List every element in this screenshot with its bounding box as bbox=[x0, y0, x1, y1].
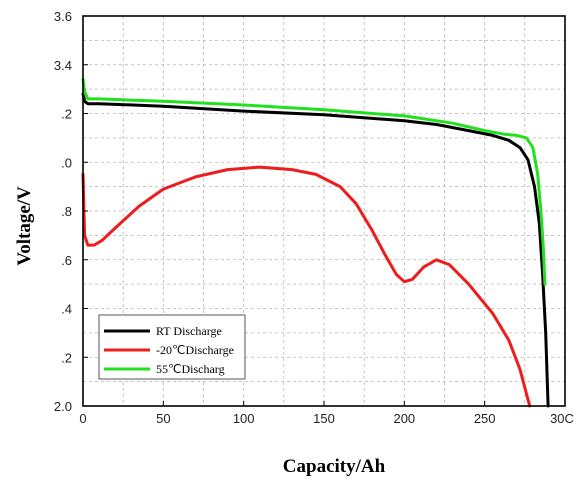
y-tick-label-6: .2 bbox=[61, 107, 72, 122]
y-tick-label-5: .0 bbox=[61, 155, 72, 170]
y-tick-label-2: .4 bbox=[61, 302, 72, 317]
x-tick-label-4: 200 bbox=[393, 411, 415, 426]
x-tick-label-2: 100 bbox=[233, 411, 255, 426]
y-tick-label-0: 2.0 bbox=[54, 399, 72, 414]
series-line-1 bbox=[81, 165, 532, 408]
series-line-2 bbox=[81, 77, 547, 286]
legend-label-2: 55℃Discharg bbox=[156, 362, 225, 376]
x-axis-title: Capacity/Ah bbox=[283, 456, 386, 477]
legend-label-0: RT Discharge bbox=[156, 324, 222, 338]
axis-ticks: 0 50 100 150 200 250 30C 2.0 .2 .4 .6 .8 .0 .2 3.4 3.6 bbox=[54, 9, 574, 426]
y-tick-label-3: .6 bbox=[61, 253, 72, 268]
y-tick-label-7: 3.4 bbox=[54, 58, 72, 73]
y-tick-label-4: .8 bbox=[61, 204, 72, 219]
x-tick-label-6: 30C bbox=[550, 411, 574, 426]
x-tick-label-1: 50 bbox=[156, 411, 170, 426]
legend-label-1: -20℃Discharge bbox=[156, 343, 234, 357]
series-lines bbox=[81, 77, 550, 408]
legend: RT Discharge -20℃Discharge 55℃Discharg bbox=[98, 314, 246, 380]
x-tick-label-5: 250 bbox=[474, 411, 496, 426]
y-axis-title: Voltage/V bbox=[14, 186, 35, 266]
y-tick-label-1: .2 bbox=[61, 350, 72, 365]
y-tick-label-8: 3.6 bbox=[54, 9, 72, 24]
x-tick-label-0: 0 bbox=[79, 411, 86, 426]
x-tick-label-3: 150 bbox=[313, 411, 335, 426]
series-line-0 bbox=[81, 92, 550, 408]
